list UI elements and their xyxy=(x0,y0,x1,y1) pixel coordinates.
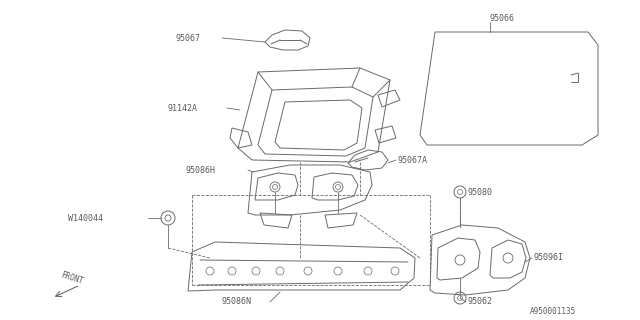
Text: A950001135: A950001135 xyxy=(530,308,576,316)
Text: 95067: 95067 xyxy=(175,34,200,43)
Text: 95066: 95066 xyxy=(490,13,515,22)
Text: 91142A: 91142A xyxy=(168,103,198,113)
Text: 95067A: 95067A xyxy=(398,156,428,164)
Text: 95080: 95080 xyxy=(468,188,493,196)
Text: W140044: W140044 xyxy=(68,213,103,222)
Text: 95062: 95062 xyxy=(468,298,493,307)
Text: 95086N: 95086N xyxy=(222,298,252,307)
Text: 95096I: 95096I xyxy=(534,253,564,262)
Text: FRONT: FRONT xyxy=(60,270,84,286)
Text: 95086H: 95086H xyxy=(185,165,215,174)
